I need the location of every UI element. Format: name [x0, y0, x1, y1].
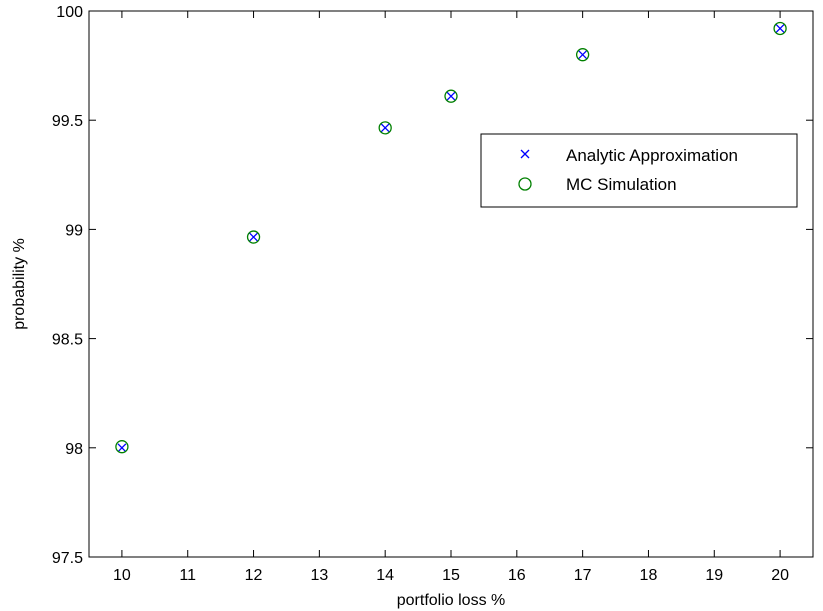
x-marker-stroke [117, 443, 127, 453]
x-tick-label: 14 [376, 567, 394, 584]
legend-label-analytic: Analytic Approximation [566, 146, 738, 165]
x-tick-label: 16 [508, 567, 526, 584]
plot-area [88, 10, 814, 558]
y-axis-label: probability % [11, 238, 28, 330]
x-tick-label: 11 [179, 567, 196, 584]
legend-marker-analytic [520, 149, 530, 159]
analytic-approximation-point [249, 232, 259, 242]
y-tick-label: 99 [65, 222, 83, 239]
x-marker-stroke [446, 91, 456, 101]
y-tick-label: 97.5 [52, 550, 83, 567]
x-tick-label: 12 [245, 567, 263, 584]
legend-marker-mc [518, 177, 532, 191]
analytic-approximation-point [446, 91, 456, 101]
x-axis: 10 11 12 13 14 15 16 17 18 19 20 [113, 11, 789, 584]
y-tick-label: 99.5 [52, 113, 83, 130]
y-tick-label: 98 [65, 441, 83, 458]
x-tick-label: 19 [705, 567, 723, 584]
data-points [115, 21, 787, 454]
analytic-approximation-point [775, 24, 785, 33]
legend-label-mc: MC Simulation [566, 175, 677, 194]
y-axis: 97.5 98 98.5 99 99.5 100 [52, 4, 813, 567]
x-tick-label: 18 [640, 567, 658, 584]
analytic-approximation-point [578, 50, 588, 60]
x-tick-label: 13 [310, 567, 328, 584]
legend-box [480, 133, 798, 208]
mc-simulation-point [246, 230, 261, 244]
mc-simulation-point [444, 89, 458, 103]
mc-simulation-point [378, 121, 392, 135]
mc-simulation-point [115, 440, 129, 454]
x-marker-stroke [380, 123, 390, 133]
x-tick-label: 10 [113, 567, 131, 584]
analytic-approximation-point [117, 443, 127, 453]
analytic-approximation-point [380, 123, 390, 133]
x-marker-stroke [775, 24, 785, 33]
x-tick-label: 15 [442, 567, 460, 584]
legend: Analytic Approximation MC Simulation [480, 133, 798, 208]
mc-simulation-point [773, 21, 787, 36]
x-marker-stroke [249, 232, 259, 242]
x-axis-label: portfolio loss % [397, 592, 506, 609]
mc-simulation-point [575, 48, 590, 62]
x-tick-label: 20 [771, 567, 789, 584]
x-marker-stroke [578, 50, 588, 60]
y-tick-label: 100 [56, 4, 83, 21]
x-tick-label: 17 [574, 567, 592, 584]
y-tick-label: 98.5 [52, 332, 83, 349]
